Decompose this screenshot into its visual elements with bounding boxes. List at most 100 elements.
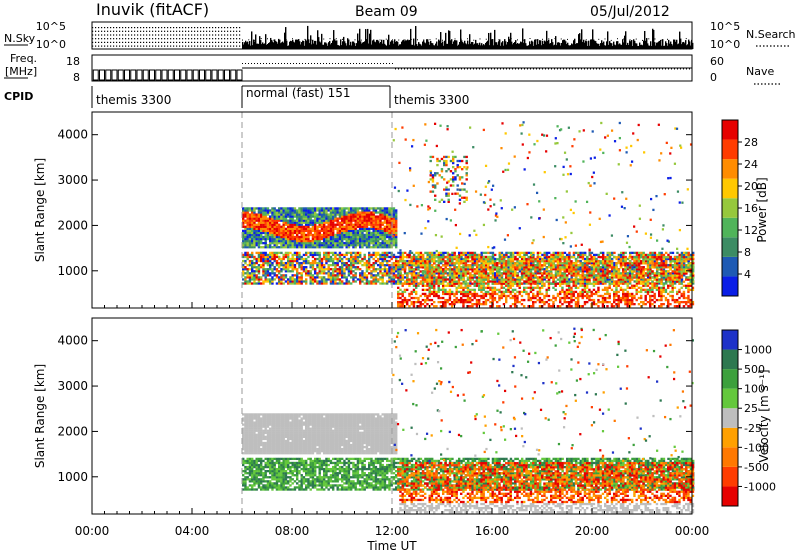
nsearch-dot xyxy=(479,38,481,40)
echo-cell xyxy=(327,257,330,261)
nsearch-dot xyxy=(179,41,181,43)
echo-cell xyxy=(329,219,333,222)
echo-cell xyxy=(541,268,544,271)
nsky-bar xyxy=(527,45,529,49)
echo-cell xyxy=(341,239,344,243)
echo-cell xyxy=(341,215,344,218)
echo-cell xyxy=(388,268,391,271)
echo-cell xyxy=(685,255,688,259)
echo-cell xyxy=(298,280,301,283)
echo-cell xyxy=(278,261,281,265)
echo-cell xyxy=(338,278,342,281)
echo-cell xyxy=(332,223,335,226)
echo-cell xyxy=(282,266,285,269)
echo-cell xyxy=(255,251,258,255)
echo-cell xyxy=(350,225,353,228)
echo-cell xyxy=(280,263,283,267)
echo-cell xyxy=(667,272,670,275)
echo-cell xyxy=(309,239,312,243)
echo-cell xyxy=(293,215,297,218)
echo-cell xyxy=(403,300,407,304)
nave-dot xyxy=(338,63,339,64)
echo-cell xyxy=(588,276,591,279)
nsky-bar xyxy=(565,41,567,49)
echo-cell xyxy=(368,259,371,263)
echo-cell xyxy=(383,209,387,212)
echo-cell xyxy=(426,303,429,306)
echo-cell xyxy=(649,268,652,271)
echo-cell xyxy=(410,268,413,271)
nsky-bar xyxy=(284,32,286,49)
echo-cell xyxy=(347,219,351,222)
nsky-bar xyxy=(288,45,290,49)
nsky-bar xyxy=(256,43,258,49)
echo-cell xyxy=(536,270,540,273)
freq-step-box xyxy=(186,69,193,81)
echo-cell xyxy=(266,244,270,247)
echo-cell xyxy=(300,276,303,279)
echo-cell xyxy=(354,239,357,243)
nsearch-dot xyxy=(206,38,208,40)
echo-cell xyxy=(260,231,263,235)
echo-cell xyxy=(242,209,245,212)
echo-cell xyxy=(451,251,454,255)
echo-cell xyxy=(365,227,369,230)
echo-cell xyxy=(595,266,598,269)
echo-cell xyxy=(386,255,389,259)
echo-cell xyxy=(404,272,407,275)
echo-cell xyxy=(604,257,607,261)
echo-cell xyxy=(532,268,535,271)
echo-cell xyxy=(300,261,303,265)
nsky-bar xyxy=(628,44,630,49)
echo-cell xyxy=(584,257,587,261)
echo-cell xyxy=(350,270,353,273)
nsearch-dot xyxy=(209,27,211,29)
echo-cell xyxy=(309,209,312,212)
echo-cell xyxy=(289,251,292,255)
nsky-bar xyxy=(277,43,279,49)
echo-cell xyxy=(253,235,256,239)
echo-cell xyxy=(566,253,569,257)
echo-cell xyxy=(329,229,333,233)
echo-cell xyxy=(356,211,360,214)
echo-cell xyxy=(275,268,279,271)
echo-cell xyxy=(318,272,321,275)
echo-cell xyxy=(329,268,333,271)
nsearch-dot xyxy=(360,39,362,41)
nave-dot xyxy=(464,68,465,70)
echo-cell xyxy=(257,282,261,285)
echo-cell xyxy=(417,276,420,279)
echo-cell xyxy=(383,235,387,239)
echo-cell xyxy=(449,255,452,259)
nave-dot xyxy=(635,68,636,70)
nave-dot xyxy=(596,68,597,70)
echo-cell xyxy=(244,261,247,265)
echo-cell xyxy=(424,251,427,255)
echo-cell xyxy=(431,268,434,271)
nsky-bar xyxy=(434,45,436,49)
echo-cell xyxy=(460,266,463,269)
echo-cell xyxy=(458,270,461,273)
echo-cell xyxy=(284,266,288,269)
nsky-bar xyxy=(283,42,285,49)
nsky-bar xyxy=(486,41,488,49)
echo-cell xyxy=(271,268,274,271)
nsearch-dot xyxy=(155,45,157,47)
echo-cell xyxy=(577,263,580,267)
echo-cell xyxy=(482,259,486,263)
nsky-bar xyxy=(642,45,644,49)
echo-cell xyxy=(404,276,407,279)
nsearch-dot xyxy=(236,38,238,40)
echo-cell xyxy=(284,239,288,243)
echo-cell xyxy=(350,231,353,235)
echo-cell xyxy=(273,272,276,275)
nsearch-dot xyxy=(224,30,226,32)
echo-cell xyxy=(325,253,328,257)
nsky-bar xyxy=(439,40,441,49)
echo-cell xyxy=(581,278,585,281)
echo-cell xyxy=(302,229,306,233)
nsearch-dot xyxy=(95,38,97,40)
nsearch-dot xyxy=(101,38,103,40)
nsearch-dot xyxy=(209,38,211,40)
nsearch-dot xyxy=(104,27,106,29)
